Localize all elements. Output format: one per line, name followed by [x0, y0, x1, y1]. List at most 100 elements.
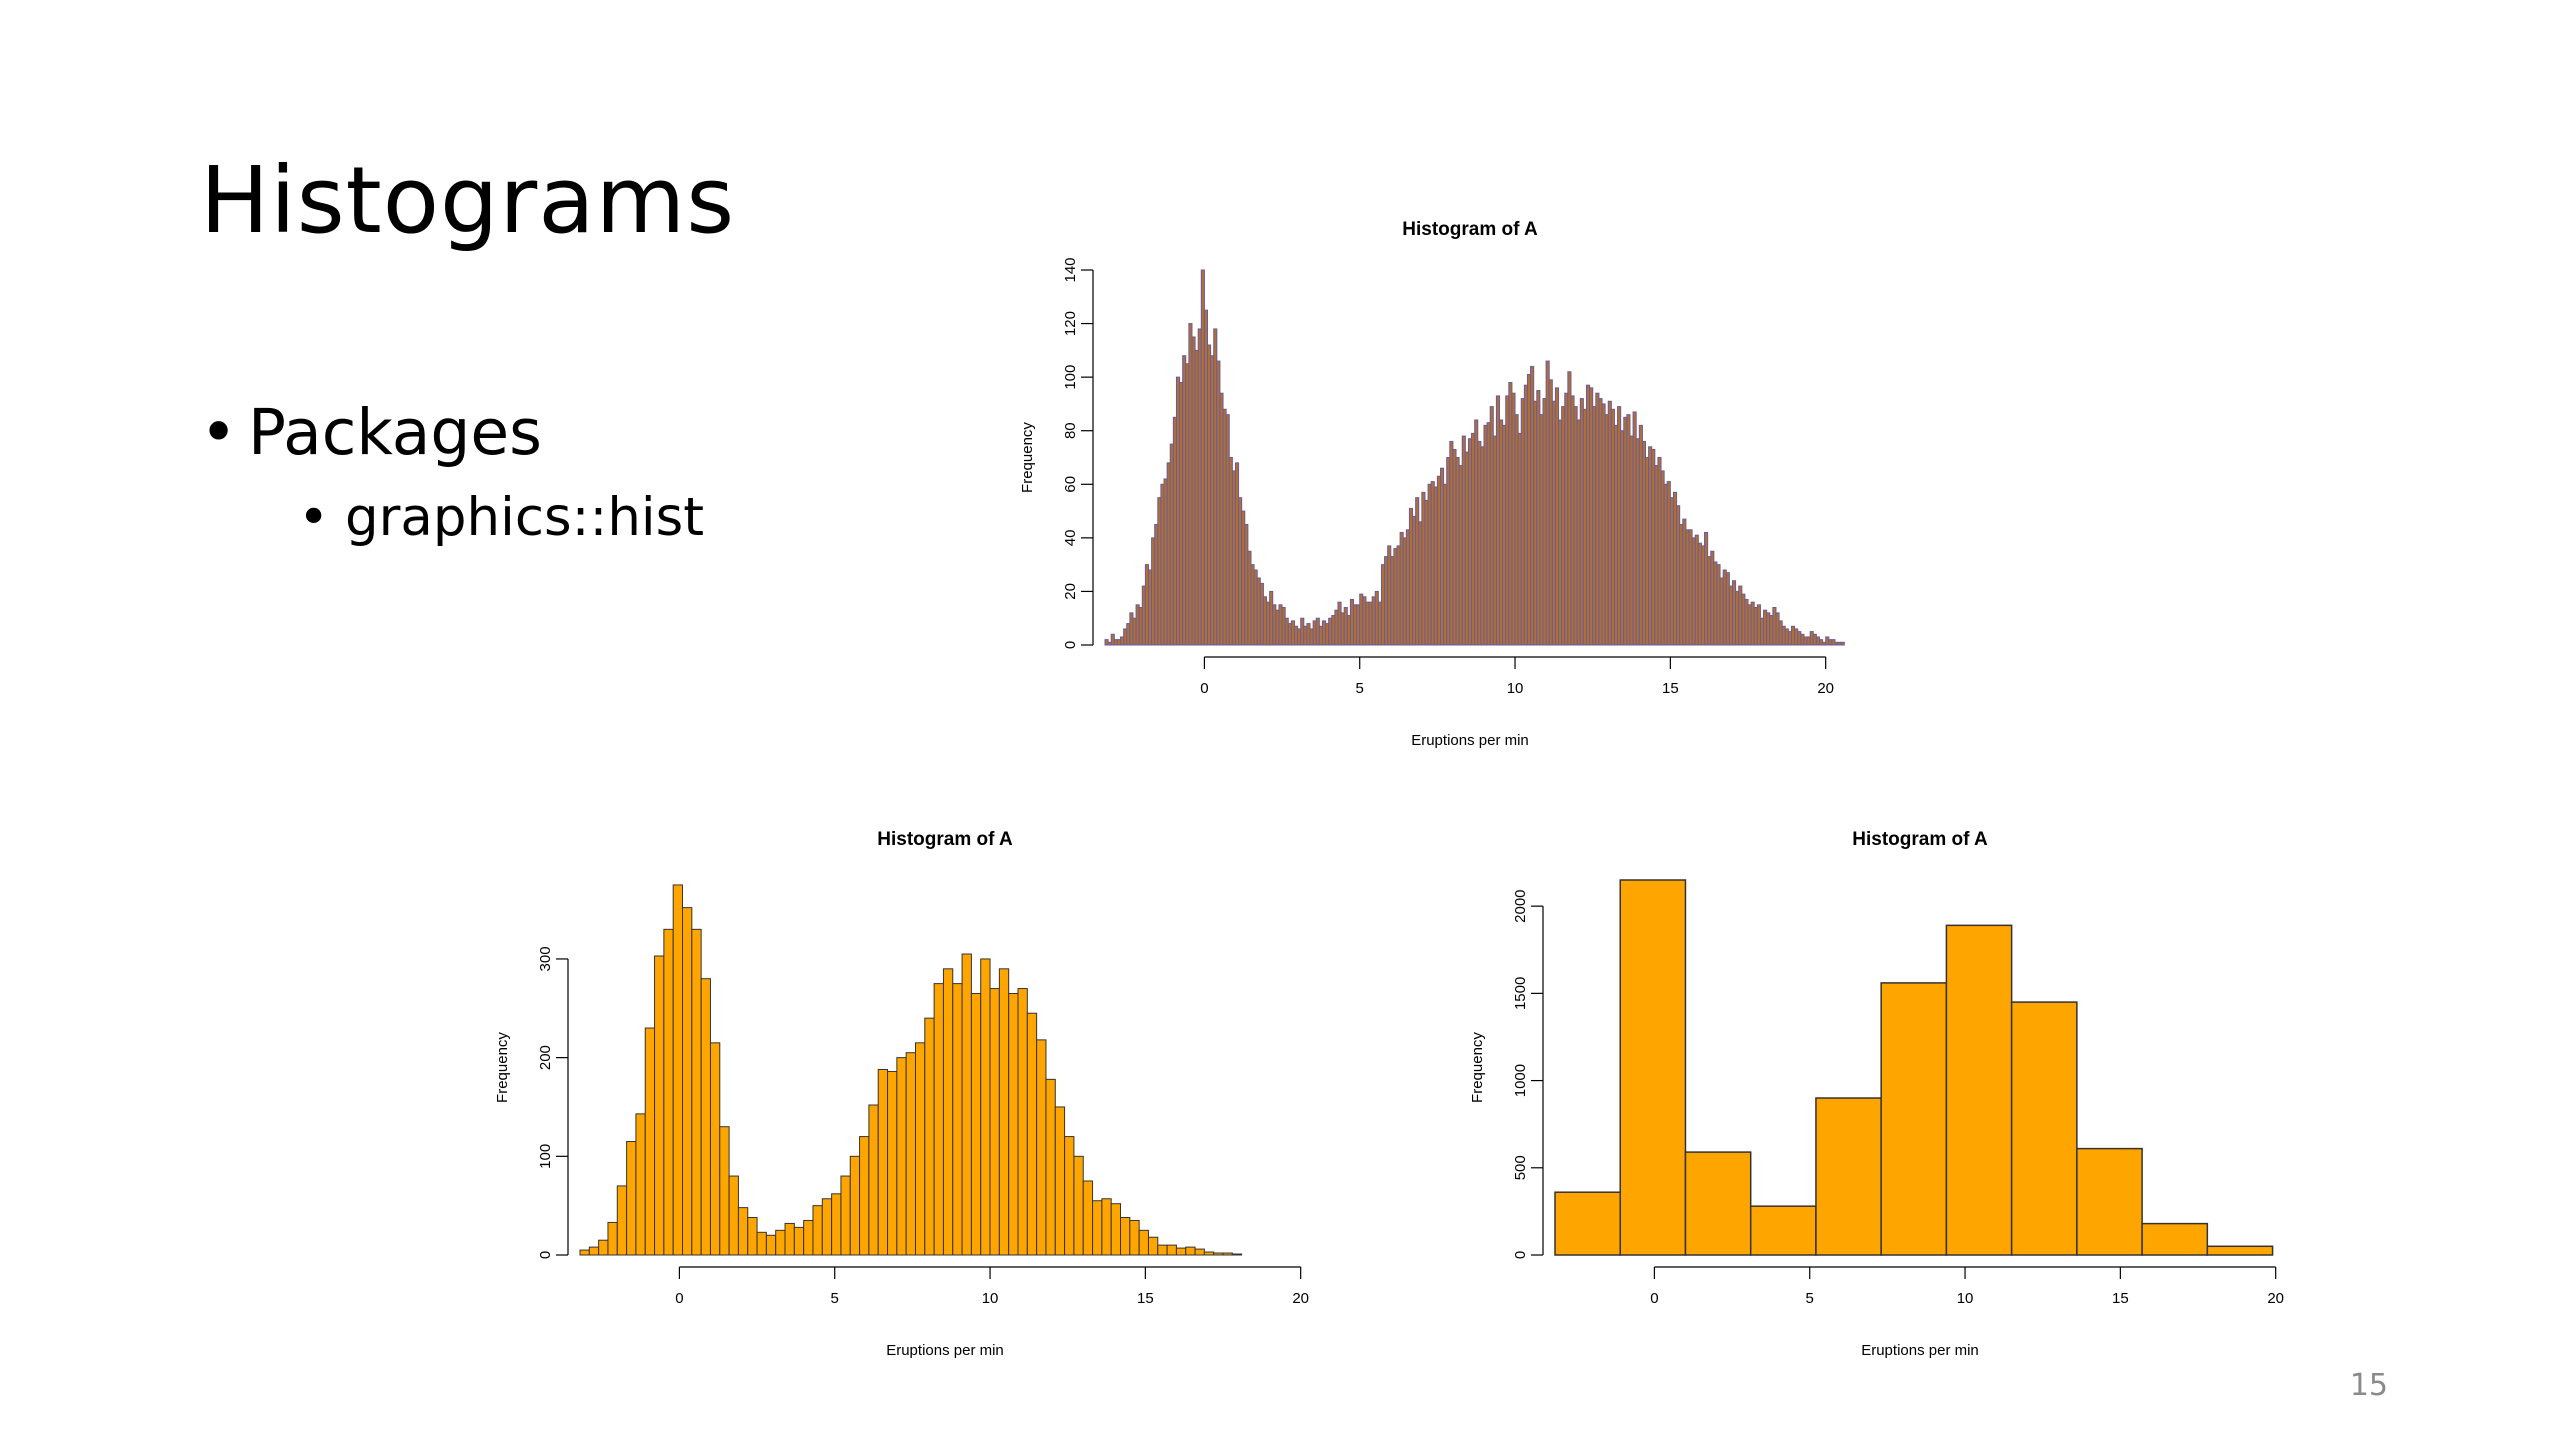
- bullet-graphics-hist: graphics::hist: [200, 478, 704, 558]
- x-tick-label: 0: [1200, 680, 1208, 697]
- y-tick-label: 200: [537, 1045, 554, 1070]
- histogram-bar: [1815, 1097, 1882, 1256]
- histogram-bar: [1147, 1236, 1159, 1256]
- chart-title: Histogram of A: [1402, 219, 1538, 240]
- histogram-bar: [1036, 1039, 1047, 1256]
- histogram-bar: [682, 907, 693, 1256]
- x-tick-label: 20: [2267, 1290, 2284, 1307]
- page-number: 15: [2349, 1368, 2388, 1403]
- histogram-bar: [691, 928, 702, 1256]
- histogram-bar: [654, 955, 665, 1256]
- histogram-bar: [1129, 1219, 1140, 1256]
- x-axis-label: Eruptions per min: [1861, 1342, 1979, 1359]
- histogram-bar: [2206, 1245, 2274, 1256]
- histogram-bar: [1026, 1012, 1038, 1256]
- histogram-bar: [1749, 1205, 1817, 1256]
- histogram-bar: [1945, 924, 2013, 1256]
- histogram-fine-bins: Histogram of A Eruptions per min Frequency…: [1019, 219, 1845, 749]
- histogram-bar: [849, 1155, 861, 1256]
- histogram-bar: [672, 884, 684, 1256]
- x-axis-label: Eruptions per min: [886, 1342, 1004, 1359]
- histogram-bar: [1082, 1180, 1094, 1256]
- y-tick-label: 1500: [1512, 977, 1529, 1010]
- histogram-bar: [728, 1175, 739, 1256]
- y-axis-label: Frequency: [494, 1032, 511, 1103]
- y-tick-label: 500: [1512, 1155, 1529, 1180]
- histogram-bar: [793, 1226, 805, 1256]
- histogram-bar: [2141, 1222, 2209, 1256]
- histogram-bar: [1092, 1200, 1103, 1256]
- histogram-bar: [1222, 1252, 1233, 1256]
- x-tick-label: 0: [1650, 1290, 1658, 1307]
- histogram-bar: [1213, 1252, 1224, 1256]
- histogram-bar: [2076, 1147, 2143, 1256]
- y-tick-label: 100: [537, 1144, 554, 1169]
- histogram-bar: [663, 928, 674, 1256]
- histogram-bar: [1120, 1217, 1131, 1256]
- y-tick-label: 100: [1062, 365, 1079, 390]
- histogram-bar: [1017, 988, 1028, 1256]
- histogram-bar: [812, 1205, 823, 1256]
- histogram-bar: [644, 1027, 656, 1256]
- x-tick-label: 15: [1137, 1290, 1154, 1307]
- histogram-bar: [896, 1057, 907, 1256]
- y-tick-label: 40: [1062, 530, 1079, 547]
- histogram-bar: [859, 1136, 870, 1256]
- histogram-bar: [998, 968, 1010, 1256]
- histogram-bar: [1008, 992, 1019, 1256]
- histogram-bar: [1185, 1246, 1196, 1256]
- histogram-bar: [737, 1207, 749, 1256]
- bullet-list: Packages graphics::hist: [200, 388, 704, 558]
- x-tick-label: 10: [1507, 680, 1524, 697]
- histogram-bar: [1045, 1078, 1056, 1256]
- histogram-bar: [588, 1246, 600, 1256]
- histogram-bar: [1157, 1244, 1168, 1256]
- bars: [1104, 269, 1845, 646]
- histogram-bar: [1101, 1198, 1112, 1256]
- x-tick-label: 15: [2112, 1290, 2129, 1307]
- histogram-bar: [1054, 1106, 1066, 1256]
- histogram-bar: [598, 1239, 609, 1256]
- y-tick-label: 140: [1062, 257, 1079, 282]
- histogram-bar: [616, 1185, 628, 1256]
- histogram-bar: [579, 1249, 590, 1256]
- histogram-bar: [1203, 1251, 1215, 1256]
- histogram-bar: [607, 1221, 618, 1256]
- histogram-bar: [635, 1113, 646, 1256]
- y-tick-label: 120: [1062, 311, 1079, 336]
- histogram-bar: [914, 1042, 926, 1256]
- y-tick-label: 20: [1062, 583, 1079, 600]
- x-tick-label: 0: [675, 1290, 683, 1307]
- histogram-bar: [970, 992, 982, 1256]
- x-tick-label: 15: [1662, 680, 1679, 697]
- chart-title: Histogram of A: [877, 829, 1013, 850]
- histogram-bar: [868, 1104, 879, 1256]
- histogram-bar: [905, 1052, 916, 1256]
- histogram-bar: [626, 1141, 637, 1256]
- histogram-bar: [821, 1198, 833, 1256]
- histogram-bar: [1073, 1155, 1084, 1256]
- histogram-bar: [765, 1234, 777, 1256]
- chart-title: Histogram of A: [1852, 829, 1988, 850]
- y-tick-label: 300: [537, 946, 554, 971]
- y-tick-label: 0: [1062, 641, 1079, 649]
- histogram-bar: [887, 1070, 898, 1256]
- histogram-medium-bins: Histogram of A Eruptions per min Frequency…: [494, 829, 1309, 1359]
- histogram-bar: [1138, 1229, 1149, 1256]
- y-tick-label: 80: [1062, 422, 1079, 439]
- histogram-bar: [1619, 879, 1687, 1256]
- y-tick-label: 60: [1062, 476, 1079, 493]
- x-tick-label: 20: [1292, 1290, 1309, 1307]
- histogram-bar: [775, 1229, 786, 1256]
- histogram-bar: [989, 988, 1000, 1256]
- histogram-bar: [1175, 1247, 1187, 1256]
- histogram-bar: [700, 978, 711, 1256]
- y-axis-label: Frequency: [1019, 422, 1036, 493]
- x-axis-label: Eruptions per min: [1411, 732, 1529, 749]
- bars: [1554, 879, 2274, 1256]
- x-tick-label: 10: [1957, 1290, 1974, 1307]
- x-tick-label: 20: [1817, 680, 1834, 697]
- histogram-bar: [1064, 1136, 1075, 1256]
- histogram-bar: [1880, 982, 1948, 1256]
- histogram-bar: [1166, 1244, 1177, 1256]
